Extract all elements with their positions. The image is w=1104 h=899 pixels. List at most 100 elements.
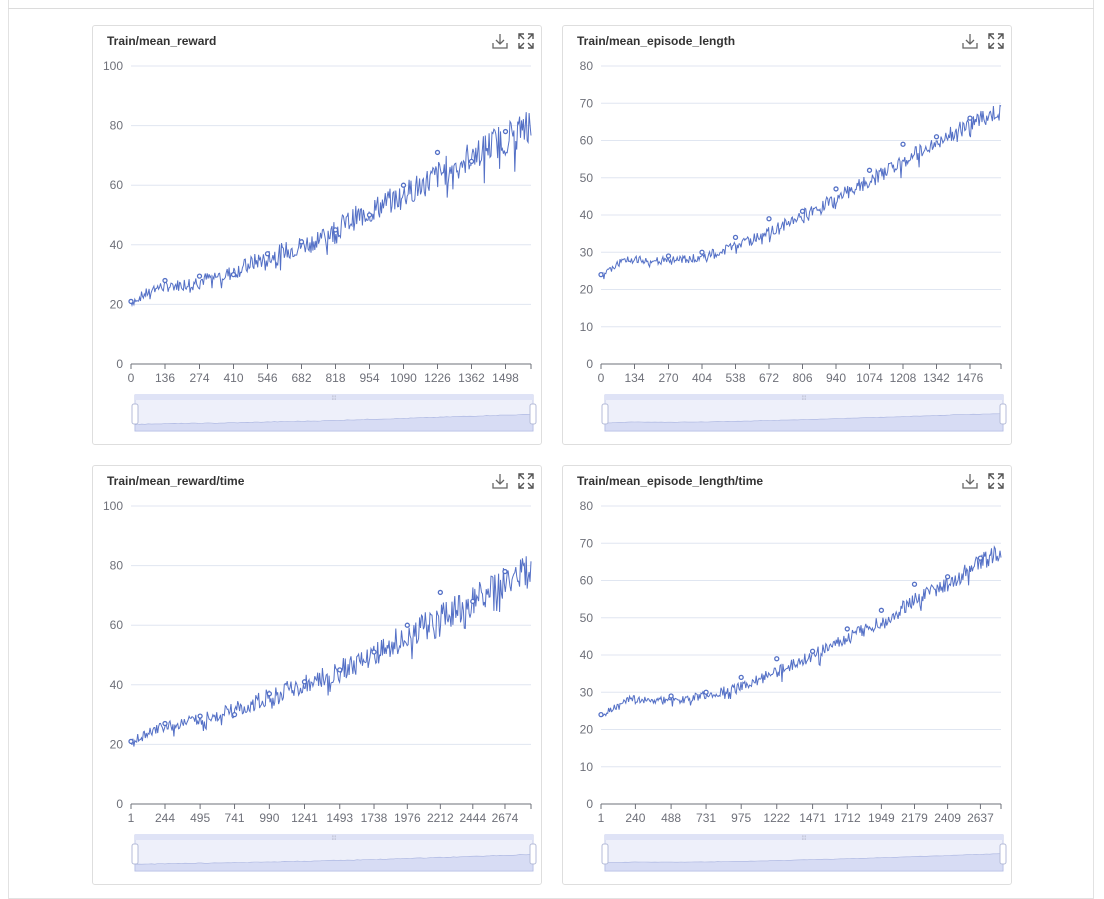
x-tick-label: 1498 [492,371,519,385]
y-tick-label: 20 [580,723,594,737]
series-point [301,679,308,685]
x-tick-label: 940 [826,371,846,385]
chart-card-mean-reward-time: Train/mean_reward/time 0 20 40 60 80 100 1 244 49… [92,465,542,885]
chart-title: Train/mean_episode_length [577,34,736,48]
series-point [665,253,672,259]
zoom-slider-bar [135,394,533,400]
y-tick-label: 0 [586,797,593,811]
y-tick-label: 100 [103,499,123,513]
y-tick-label: 50 [580,171,594,185]
y-tick-label: 40 [110,678,124,692]
chart-card-mean-episode-length-time: Train/mean_episode_length/time 0 10 20 30 40 5… [562,465,1012,885]
x-tick-label: 244 [155,811,175,825]
zoom-handle-right[interactable] [529,403,537,425]
series-point [699,249,705,255]
series-point [128,738,134,745]
series-point [332,227,339,233]
zoom-preview-area [604,413,1004,432]
download-icon[interactable] [491,472,509,490]
x-tick-label: 1476 [957,371,984,385]
series-point [231,711,238,718]
y-tick-label: 60 [580,134,594,148]
series-point [766,216,772,222]
x-tick-label: 672 [759,371,779,385]
x-tick-label: 538 [725,371,745,385]
zoom-grip-icon: ⁞⁞⁞ [801,836,806,842]
zoom-preview-area [604,853,1004,872]
zoom-handle-left[interactable] [131,403,139,425]
x-tick-label: 1 [128,811,135,825]
fullscreen-icon[interactable] [517,472,535,490]
zoom-preview-area [134,854,534,872]
zoom-grip-icon: ⁞⁞⁞ [331,396,336,402]
zoom-handle-right[interactable] [999,843,1007,865]
x-tick-label: 682 [291,371,311,385]
x-tick-label: 1362 [458,371,485,385]
series-point [598,271,604,278]
x-tick-label: 1090 [390,371,417,385]
series-point [738,674,744,681]
y-tick-label: 40 [580,208,594,222]
series-point [502,568,508,575]
x-tick-label: 2409 [934,811,961,825]
x-tick-label: 134 [624,371,644,385]
series-point [799,208,806,214]
series-point [434,149,441,156]
series-point [911,581,918,587]
series-point [967,115,973,121]
series-point [502,128,509,135]
x-tick-label: 1976 [394,811,421,825]
series-line [600,104,1002,280]
download-icon[interactable] [491,32,509,50]
zoom-handle-right[interactable] [529,843,537,865]
y-tick-label: 30 [580,685,594,699]
x-tick-label: 274 [189,371,209,385]
chart-title: Train/mean_episode_length/time [577,474,764,488]
series-point [162,277,168,284]
zoom-handle-left[interactable] [131,843,139,865]
fullscreen-icon[interactable] [987,32,1005,50]
x-tick-label: 1738 [361,811,388,825]
series-point [668,693,674,699]
x-tick-label: 495 [190,811,210,825]
x-tick-label: 270 [658,371,678,385]
x-tick-label: 954 [359,371,379,385]
x-tick-label: 2444 [459,811,486,825]
x-tick-label: 546 [257,371,277,385]
series-line [600,545,1002,717]
zoom-handle-left[interactable] [601,843,609,865]
x-tick-label: 1471 [799,811,826,825]
chart-plot: 0 10 20 30 40 50 60 70 80 1 240 488 731 975 1222 1471 17… [580,499,1007,872]
y-tick-label: 60 [110,618,124,632]
zoom-handle-left[interactable] [601,403,609,425]
x-tick-label: 1208 [890,371,917,385]
chart-title: Train/mean_reward/time [107,474,245,488]
x-tick-label: 136 [155,371,175,385]
fullscreen-icon[interactable] [517,32,535,50]
x-tick-label: 1 [598,811,605,825]
y-tick-label: 40 [580,648,594,662]
zoom-grip-icon: ⁞⁞⁞ [331,836,336,842]
download-icon[interactable] [961,32,979,50]
x-tick-label: 990 [259,811,279,825]
frame-divider [8,8,1094,9]
y-tick-label: 20 [110,737,124,751]
x-tick-label: 488 [661,811,681,825]
x-tick-label: 404 [692,371,712,385]
download-icon[interactable] [961,472,979,490]
y-tick-label: 100 [103,59,123,73]
series-point [878,607,885,613]
x-tick-label: 1493 [326,811,353,825]
y-tick-label: 80 [580,59,594,73]
x-tick-label: 2179 [901,811,928,825]
y-tick-label: 70 [580,536,594,550]
series-point [404,622,410,628]
series-point [162,720,168,727]
series-point [470,598,476,605]
x-tick-label: 2674 [492,811,519,825]
zoom-slider-bar [605,834,1003,840]
fullscreen-icon[interactable] [987,472,1005,490]
x-tick-label: 731 [696,811,716,825]
zoom-handle-right[interactable] [999,403,1007,425]
y-tick-label: 50 [580,611,594,625]
